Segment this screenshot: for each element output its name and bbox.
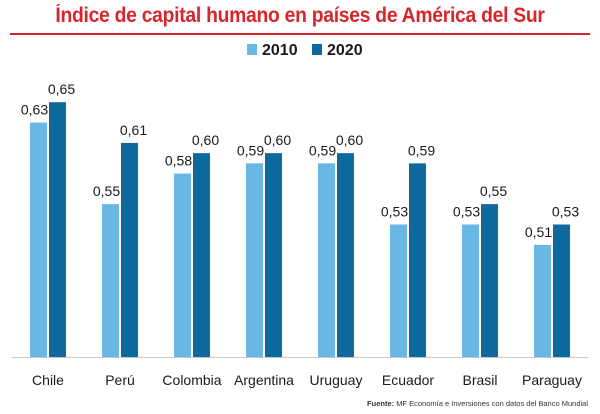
source-prefix: Fuente: — [367, 399, 395, 408]
value-label-colombia-2020: 0,60 — [192, 132, 219, 148]
bar-perú-2010 — [102, 204, 119, 357]
bar-paraguay-2010 — [534, 244, 551, 357]
category-label-uruguay: Uruguay — [310, 372, 363, 388]
title-divider — [10, 33, 590, 35]
legend-swatch-2010 — [247, 44, 257, 55]
value-label-brasil-2020: 0,55 — [480, 183, 507, 199]
value-label-argentina-2020: 0,60 — [264, 132, 291, 148]
category-labels-group: Chile Perú Colombia Argentina Uruguay Ecuador… — [32, 372, 582, 388]
bar-chile-2010 — [30, 122, 47, 357]
bars-group — [30, 102, 570, 357]
bar-colombia-2020 — [193, 153, 210, 357]
value-label-perú-2010: 0,55 — [93, 183, 120, 199]
value-label-chile-2020: 0,65 — [48, 81, 75, 97]
value-label-chile-2010: 0,63 — [21, 102, 48, 118]
category-label-paraguay: Paraguay — [522, 372, 582, 388]
value-label-colombia-2010: 0,58 — [165, 153, 192, 169]
bar-brasil-2020 — [481, 204, 498, 357]
value-label-uruguay-2010: 0,59 — [309, 142, 336, 158]
bar-brasil-2010 — [462, 224, 479, 357]
category-label-perú: Perú — [105, 372, 135, 388]
category-label-brasil: Brasil — [462, 372, 497, 388]
bar-ecuador-2010 — [390, 224, 407, 357]
category-label-colombia: Colombia — [162, 372, 221, 388]
bar-chile-2020 — [49, 102, 66, 357]
value-labels-group: 0,630,650,550,610,580,600,590,600,590,60… — [21, 81, 579, 240]
category-label-argentina: Argentina — [234, 372, 294, 388]
source-text: MF Economía e Inversiones con datos del … — [396, 399, 588, 408]
value-label-ecuador-2020: 0,59 — [408, 142, 435, 158]
bar-colombia-2010 — [174, 173, 191, 357]
value-label-paraguay-2020: 0,53 — [552, 204, 579, 220]
legend-swatch-2020 — [312, 44, 322, 55]
category-label-ecuador: Ecuador — [382, 372, 434, 388]
source-note: Fuente: MF Economía e Inversiones con da… — [367, 399, 588, 408]
value-label-ecuador-2010: 0,53 — [381, 204, 408, 220]
chart-title: Índice de capital humano en países de Am… — [55, 4, 545, 27]
bar-perú-2020 — [121, 142, 138, 357]
bar-argentina-2010 — [246, 163, 263, 357]
legend-label-2010: 2010 — [262, 42, 298, 59]
value-label-paraguay-2010: 0,51 — [525, 224, 552, 240]
bar-ecuador-2020 — [409, 163, 426, 357]
value-label-argentina-2010: 0,59 — [237, 142, 264, 158]
value-label-brasil-2010: 0,53 — [453, 204, 480, 220]
bar-uruguay-2020 — [337, 153, 354, 357]
bar-paraguay-2020 — [553, 224, 570, 357]
bar-argentina-2020 — [265, 153, 282, 357]
category-label-chile: Chile — [32, 372, 64, 388]
bar-uruguay-2010 — [318, 163, 335, 357]
legend-label-2020: 2020 — [327, 42, 363, 59]
value-label-perú-2020: 0,61 — [120, 122, 147, 138]
legend: 2010 2020 — [247, 42, 363, 59]
value-label-uruguay-2020: 0,60 — [336, 132, 363, 148]
